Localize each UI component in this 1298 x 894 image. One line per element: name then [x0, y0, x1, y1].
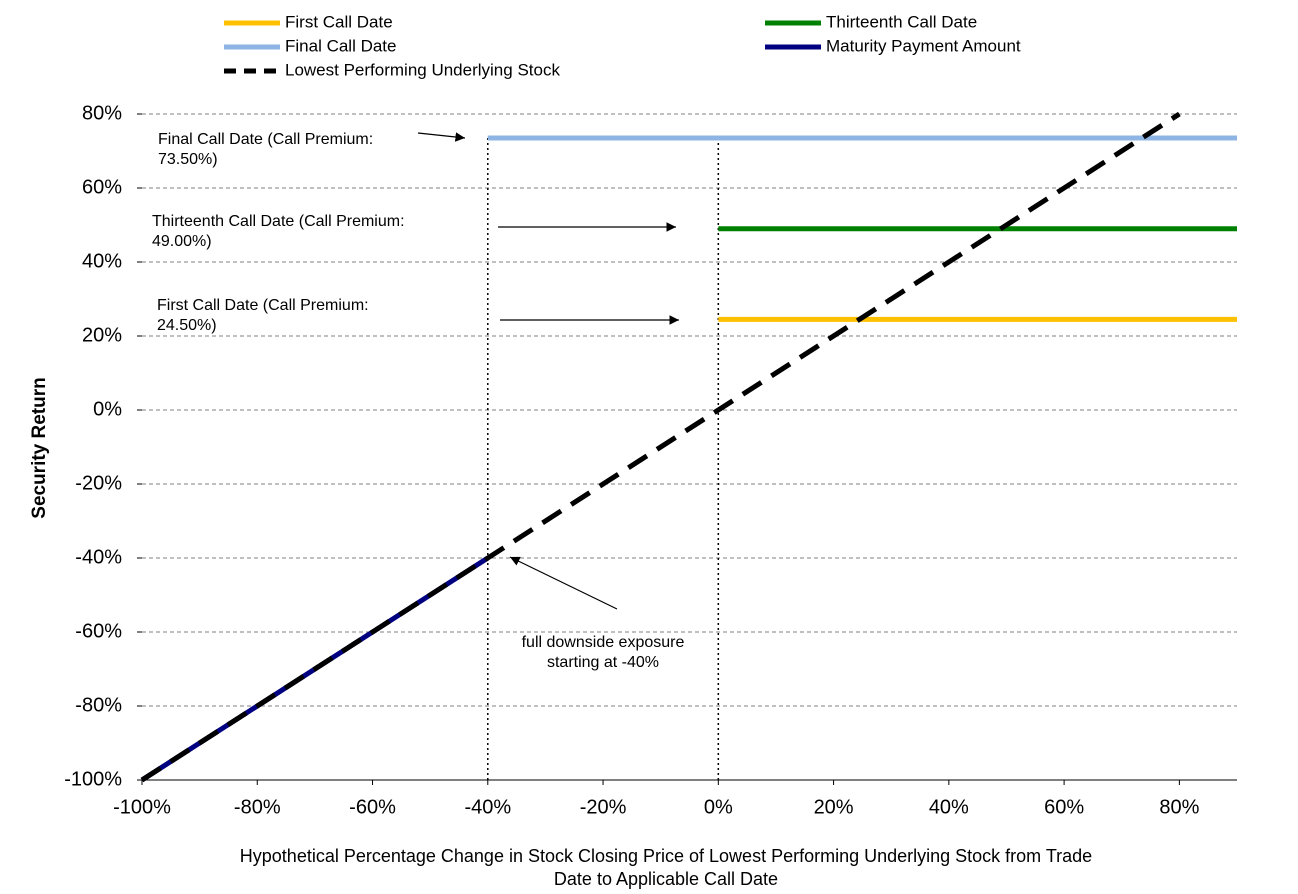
annotation: 73.50%) — [158, 151, 218, 168]
legend-label: Final Call Date — [285, 36, 397, 55]
y-tick-label: 40% — [82, 250, 122, 272]
y-axis-label: Security Return — [29, 377, 50, 518]
x-tick-label: -20% — [580, 796, 627, 818]
legend-label: Maturity Payment Amount — [826, 36, 1021, 55]
x-tick-label: -60% — [349, 796, 396, 818]
y-tick-label: -80% — [75, 694, 122, 716]
x-axis-label: Hypothetical Percentage Change in Stock … — [240, 846, 1092, 866]
y-tick-label: -60% — [75, 620, 122, 642]
x-tick-label: 80% — [1159, 796, 1199, 818]
annotation: Final Call Date (Call Premium: — [158, 131, 373, 148]
annotation-arrow — [509, 556, 618, 610]
y-tick-label: 80% — [82, 102, 122, 124]
x-tick-label: 0% — [704, 796, 733, 818]
y-tick-label: -20% — [75, 472, 122, 494]
x-tick-label: 20% — [814, 796, 854, 818]
legend-label: Thirteenth Call Date — [826, 12, 977, 31]
annotation: First Call Date (Call Premium: — [157, 297, 369, 314]
annotation: full downside exposure — [522, 634, 685, 651]
y-tick-label: 20% — [82, 324, 122, 346]
y-tick-label: -40% — [75, 546, 122, 568]
x-tick-label: 40% — [929, 796, 969, 818]
x-tick-label: 60% — [1044, 796, 1084, 818]
x-tick-label: -80% — [234, 796, 281, 818]
series-line — [140, 111, 1181, 783]
y-tick-label: 60% — [82, 176, 122, 198]
y-tick-label: 0% — [93, 398, 122, 420]
annotation: 24.50%) — [157, 317, 217, 334]
annotation: 49.00%) — [152, 233, 212, 250]
legend-label: First Call Date — [285, 12, 393, 31]
y-tick-label: -100% — [64, 768, 122, 790]
x-tick-label: -100% — [113, 796, 171, 818]
annotation: starting at -40% — [547, 654, 659, 671]
x-tick-label: -40% — [464, 796, 511, 818]
annotation: Thirteenth Call Date (Call Premium: — [152, 213, 405, 230]
legend-label: Lowest Performing Underlying Stock — [285, 60, 560, 79]
annotation-arrow — [417, 132, 466, 142]
x-axis-label: Date to Applicable Call Date — [554, 869, 778, 889]
